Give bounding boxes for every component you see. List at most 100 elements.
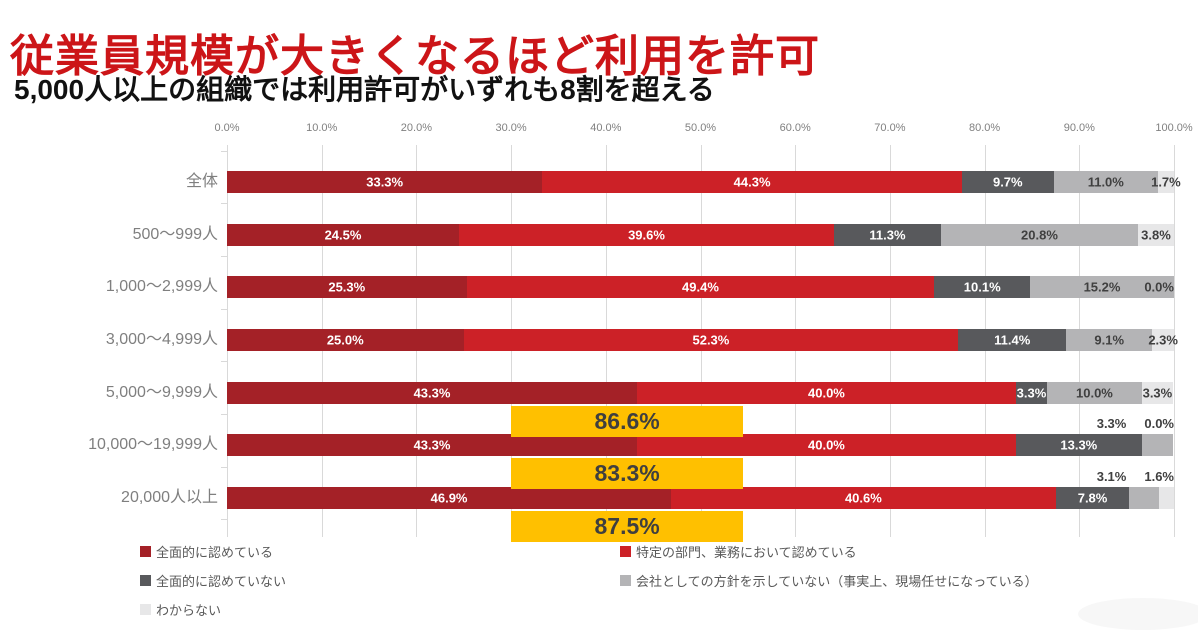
table-row: 3,000〜4,999人 25.0% 52.3% 11.4% 9.1% 2.3% [0,308,1198,361]
bar-segment-value-label: 15.2% [1083,279,1121,295]
page-title: 従業員規模が大きくなるほど利用を許可 [10,32,820,82]
bar-outside-value-label: 3.3% [1096,416,1127,432]
bar-outside-value-label: 0.0% [1144,416,1174,432]
bar-segment-2: 52.3% [463,329,959,352]
stacked-bar: 33.3% 44.3% 9.7% 11.0% 1.7% [227,171,1181,193]
x-axis-tick-label: 0.0% [214,122,240,134]
stacked-bar: 25.3% 49.4% 10.1% 15.2% 0.0% [227,276,1174,299]
x-axis: 0.0% 10.0% 20.0% 30.0% 40.0% 50.0% 60.0% 70.0% 8… [214,122,1192,138]
bar-segment-3: 11.3% [834,223,941,246]
gridline [1174,145,1175,537]
bar-segment-3: 13.3% [1015,434,1142,457]
table-row: 全体 33.3% 44.3% 9.7% 11.0% 1.7% [0,150,1198,203]
bar-segment-value-label: 13.3% [1060,437,1098,453]
bar-segment-value-label: 1.7% [1151,174,1181,190]
stacked-bar: 24.5% 39.6% 11.3% 20.8% 3.8% [227,223,1174,246]
bar-segment-5: 2.3% [1148,329,1178,352]
bar-segment-value-label: 11.4% [994,332,1031,348]
x-axis-tick-label: 40.0% [590,122,622,134]
bar-segment-value-label: 10.1% [963,279,1001,295]
legend-swatch-icon [140,575,151,586]
stacked-bar: 46.9% 40.6% 7.8% 3.1% 1.6% 87.5% [227,469,1174,543]
y-axis-category-label: 3,000〜4,999人 [105,331,218,349]
bar-segment-value-label: 3.3% [1016,385,1047,401]
category-axis-tick [221,361,227,363]
category-axis-tick [221,466,227,468]
callout-total-label: 86.6% [511,405,744,437]
bar-segment-2: 39.6% [459,223,834,246]
y-axis-category-label: 20,000人以上 [121,489,218,507]
y-axis-category-label: 5,000〜9,999人 [105,383,218,401]
table-row: 20,000人以上 46.9% 40.6% 7.8% 3.1% 1.6% 87.5% [0,466,1198,543]
bar-segment-5: 3.3% [1141,381,1174,404]
x-axis-tick-label: 50.0% [684,122,717,134]
x-axis-tick-label: 70.0% [874,122,906,134]
bar-outside-value-label: 1.6% [1144,469,1174,485]
y-axis-category-label: 500〜999人 [132,225,218,243]
bar-segment-value-label: 49.4% [682,279,719,295]
callout-total-label: 83.3% [511,458,744,490]
table-row: 10,000〜19,999人 43.3% 40.0% 13.3% 3.3% 0.0% 83.… [0,413,1198,490]
bar-segment-value-label: 43.3% [413,385,451,401]
bar-segment-value-label: 52.3% [692,332,730,348]
x-axis-tick-label: 60.0% [779,122,811,134]
bar-outside-value-label: 3.1% [1096,469,1127,485]
bar-segment-4: 11.0% [1053,171,1158,193]
bar-segment-2: 44.3% [542,171,962,193]
bar-segment-1: 43.3% [227,434,638,457]
table-row: 5,000〜9,999人 43.3% 40.0% 3.3% 10.0% 3.3% 86.6% [0,361,1198,437]
bar-segment-2: 40.0% [637,434,1016,457]
y-axis-category-label: 全体 [185,173,218,190]
bar-segment-2: 40.6% [671,487,1056,510]
legend-item-label: 会社としての方針を示していない（事実上、現場任せになっている） [636,574,1038,589]
bar-segment-3: 3.3% [1015,381,1048,404]
legend-swatch-icon [140,546,151,557]
bar-segment-3: 7.8% [1055,487,1130,510]
bar-segment-3: 10.1% [934,276,1031,299]
category-axis-tick [221,150,227,152]
bar-segment-2: 40.0% [637,381,1016,404]
bar-segment-value-label: 33.3% [366,174,404,190]
bar-segment-4 [1141,434,1174,457]
category-axis-tick [221,255,227,257]
bar-segment-4: 15.2% [1030,276,1174,299]
stacked-bar: 43.3% 40.0% 13.3% 3.3% 0.0% 83.3% [227,416,1174,490]
x-axis-tick-label: 10.0% [306,122,338,134]
y-axis-category-label: 10,000〜19,999人 [88,436,218,454]
category-axis-tick [221,203,227,205]
bar-segment-5: 3.8% [1137,223,1174,246]
callout-total-label: 87.5% [511,511,744,543]
bar-segment-1: 25.0% [227,329,464,352]
bar-segment-value-label: 20.8% [1021,227,1058,243]
bar-segment-value-label: 40.0% [808,437,845,453]
legend: 全面的に認めている 特定の部門、業務において認めている全面的に認めていない 会社とし… [140,542,1038,619]
y-axis-category-label: 1,000〜2,999人 [105,278,218,296]
bar-segment-value-label: 9.7% [992,174,1023,190]
bar-segment-value-label: 10.0% [1076,385,1113,401]
x-axis-tick-label: 90.0% [1063,122,1095,134]
bar-segment-value-label: 46.9% [430,490,468,506]
bar-segment-value-label: 24.5% [324,227,362,243]
legend-item: 全面的に認めていない [140,571,620,590]
bar-segment-value-label: 44.3% [733,174,771,190]
decorative-corner-shape [1078,598,1198,630]
legend-item-label: わからない [156,603,222,618]
legend-swatch-icon [140,604,151,615]
legend-item: 特定の部門、業務において認めている [620,542,1038,561]
legend-item-label: 全面的に認めていない [156,574,287,589]
bar-outside-value-labels: 3.1% 1.6% [1097,469,1174,484]
bar-segment-value-label: 11.0% [1087,174,1124,190]
legend-item: 全面的に認めている [140,542,620,561]
bar-segment-1: 46.9% [227,487,672,510]
chart-rows: 全体 33.3% 44.3% 9.7% 11.0% 1.7% 500〜999人 24.5% 39… [0,150,1198,543]
bar-segment-1: 25.3% [227,276,467,299]
bar-outside-value-labels: 3.3% 0.0% [1097,416,1174,431]
table-row: 1,000〜2,999人 25.3% 49.4% 10.1% 15.2% 0.0% [0,255,1198,308]
bar-segment-value-label: 0.0% [1144,279,1174,295]
legend-item: わからない [140,600,620,619]
stacked-bar: 43.3% 40.0% 3.3% 10.0% 3.3% 86.6% [227,381,1174,437]
legend-item-label: 特定の部門、業務において認めている [636,545,857,560]
bar-segment-value-label: 43.3% [413,437,451,453]
x-axis-tick-label: 100.0% [1155,122,1193,134]
bar-segment-value-label: 40.0% [808,385,845,401]
